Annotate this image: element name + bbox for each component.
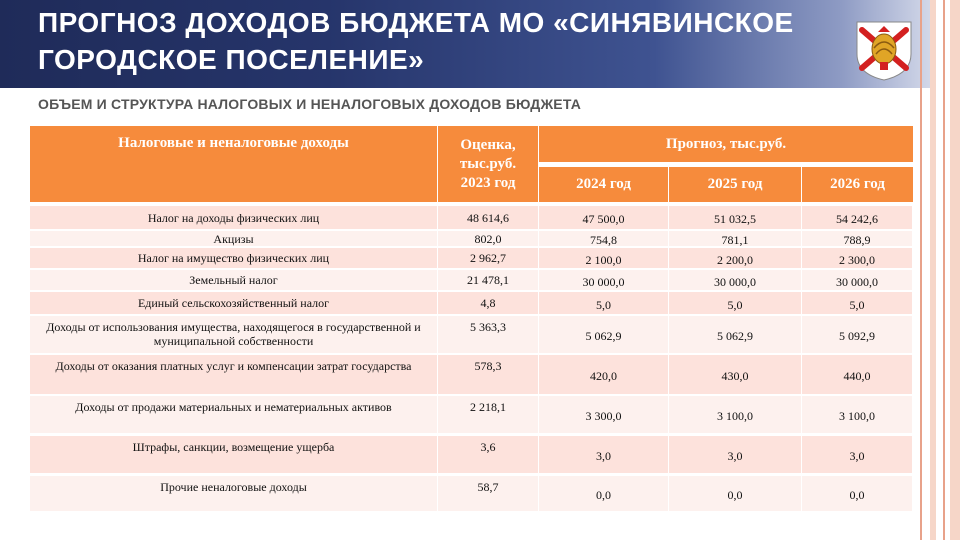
- header-revenue-type: Налоговые и неналоговые доходы: [30, 126, 438, 202]
- revenue-table: Налоговые и неналоговые доходы Оценка, т…: [30, 126, 913, 514]
- row-value: 4,8: [438, 292, 539, 315]
- decor-line: [943, 0, 945, 540]
- row-value: 0,0: [802, 476, 913, 512]
- row-value: 3 100,0: [802, 396, 913, 434]
- coat-of-arms-icon: [853, 18, 915, 82]
- row-value: 5 062,9: [669, 316, 802, 354]
- decor-band: [950, 0, 960, 540]
- row-label: Налог на имущество физических лиц: [30, 248, 438, 269]
- row-value: 58,7: [438, 476, 539, 512]
- row-value: 48 614,6: [438, 206, 539, 230]
- row-value: 430,0: [669, 355, 802, 395]
- slide-subtitle: ОБЪЕМ И СТРУКТУРА НАЛОГОВЫХ И НЕНАЛОГОВЫ…: [38, 96, 582, 112]
- row-value: 0,0: [539, 476, 669, 512]
- row-value: 781,1: [669, 231, 802, 247]
- row-label: Доходы от оказания платных услуг и компе…: [30, 355, 438, 395]
- row-label: Доходы от продажи материальных и нематер…: [30, 396, 438, 434]
- row-value: 3 100,0: [669, 396, 802, 434]
- row-label: Акцизы: [30, 231, 438, 247]
- header-year: 2024 год: [539, 167, 669, 202]
- title-banner: [0, 0, 935, 88]
- row-value: 3,0: [669, 436, 802, 474]
- row-value: 440,0: [802, 355, 913, 395]
- row-value: 5 363,3: [438, 316, 539, 354]
- row-value: 5,0: [802, 292, 913, 315]
- row-value: 30 000,0: [539, 270, 669, 291]
- row-label: Штрафы, санкции, возмещение ущерба: [30, 436, 438, 474]
- row-value: 2 962,7: [438, 248, 539, 269]
- header-forecast: Прогноз, тыс.руб.: [539, 126, 913, 163]
- row-value: 30 000,0: [669, 270, 802, 291]
- row-label: Доходы от использования имущества, наход…: [30, 316, 438, 354]
- row-value: 754,8: [539, 231, 669, 247]
- row-value: 788,9: [802, 231, 913, 247]
- row-value: 47 500,0: [539, 206, 669, 230]
- header-year: 2025 год: [669, 167, 802, 202]
- row-value: 3,0: [539, 436, 669, 474]
- row-value: 3,6: [438, 436, 539, 474]
- row-label: Налог на доходы физических лиц: [30, 206, 438, 230]
- row-label: Земельный налог: [30, 270, 438, 291]
- row-value: 5,0: [539, 292, 669, 315]
- row-value: 5,0: [669, 292, 802, 315]
- row-value: 21 478,1: [438, 270, 539, 291]
- slide-title: ПРОГНОЗ ДОХОДОВ БЮДЖЕТА МО «СИНЯВИНСКОЕ …: [38, 4, 838, 78]
- title-line-1: ПРОГНОЗ ДОХОДОВ БЮДЖЕТА МО «СИНЯВИНСКОЕ: [38, 7, 794, 38]
- row-label: Прочие неналоговые доходы: [30, 476, 438, 512]
- decor-band: [930, 0, 936, 540]
- row-value: 0,0: [669, 476, 802, 512]
- row-value: 802,0: [438, 231, 539, 247]
- row-value: 420,0: [539, 355, 669, 395]
- decor-line: [920, 0, 922, 540]
- row-value: 2 218,1: [438, 396, 539, 434]
- row-value: 5 092,9: [802, 316, 913, 354]
- header-year: 2026 год: [802, 167, 913, 202]
- row-value: 2 100,0: [539, 248, 669, 269]
- row-value: 3,0: [802, 436, 913, 474]
- row-value: 30 000,0: [802, 270, 913, 291]
- title-line-2: ГОРОДСКОЕ ПОСЕЛЕНИЕ»: [38, 44, 425, 75]
- row-value: 51 032,5: [669, 206, 802, 230]
- header-estimate: Оценка, тыс.руб. 2023 год: [438, 126, 539, 202]
- row-label: Единый сельскохозяйственный налог: [30, 292, 438, 315]
- row-value: 3 300,0: [539, 396, 669, 434]
- row-value: 578,3: [438, 355, 539, 395]
- row-value: 2 200,0: [669, 248, 802, 269]
- row-value: 54 242,6: [802, 206, 913, 230]
- row-value: 5 062,9: [539, 316, 669, 354]
- row-value: 2 300,0: [802, 248, 913, 269]
